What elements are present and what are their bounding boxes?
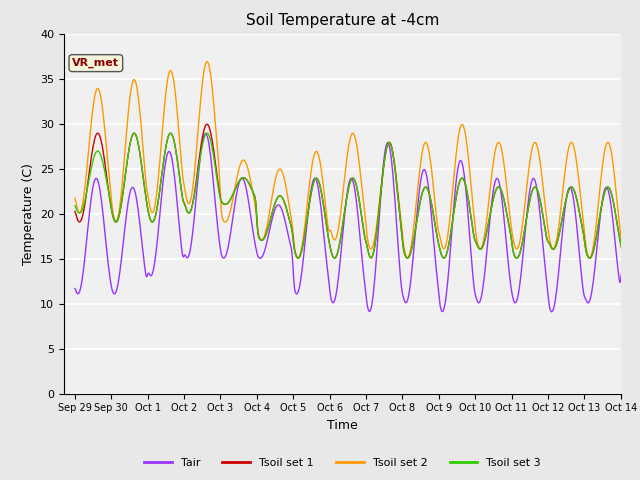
Text: VR_met: VR_met bbox=[72, 58, 119, 68]
Title: Soil Temperature at -4cm: Soil Temperature at -4cm bbox=[246, 13, 439, 28]
Y-axis label: Temperature (C): Temperature (C) bbox=[22, 163, 35, 264]
X-axis label: Time: Time bbox=[327, 419, 358, 432]
Legend: Tair, Tsoil set 1, Tsoil set 2, Tsoil set 3: Tair, Tsoil set 1, Tsoil set 2, Tsoil se… bbox=[140, 453, 545, 472]
